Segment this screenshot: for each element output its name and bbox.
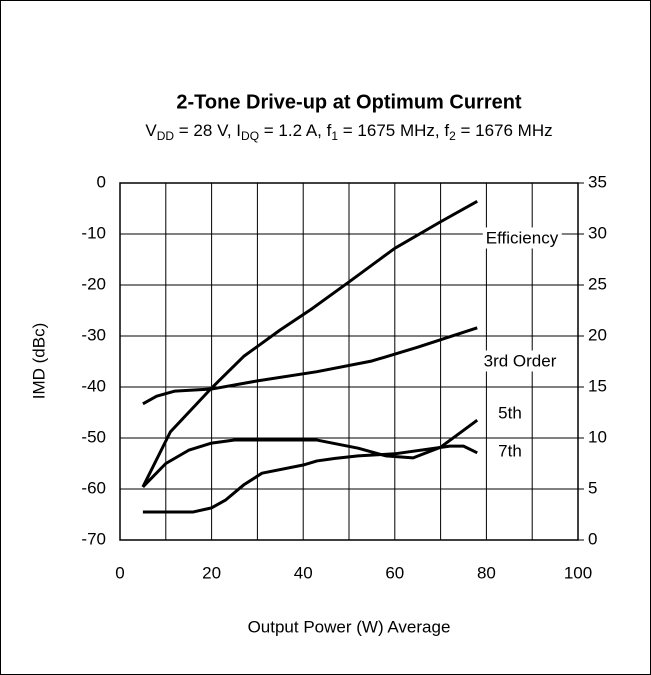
series-label: Efficiency bbox=[486, 228, 559, 247]
y-tick-label: -50 bbox=[81, 427, 106, 446]
subscript: DD bbox=[157, 129, 175, 143]
y-tick-label: 0 bbox=[97, 172, 106, 191]
x-tick-label: 80 bbox=[477, 563, 496, 582]
subtitle-part: = 1675 MHz, f bbox=[338, 121, 449, 140]
x-tick-label: 0 bbox=[115, 563, 124, 582]
x-tick-label: 40 bbox=[294, 563, 313, 582]
y-tick-label: -10 bbox=[81, 223, 106, 242]
subtitle-part: = 28 V, I bbox=[174, 121, 241, 140]
y2-tick-label: 35 bbox=[588, 172, 607, 191]
x-axis-label: Output Power (W) Average bbox=[248, 617, 451, 636]
y2-tick-label: 30 bbox=[588, 223, 607, 242]
line-series bbox=[142, 444, 478, 514]
subscript: 2 bbox=[449, 129, 456, 143]
x-tick-label: 60 bbox=[385, 563, 404, 582]
label-background bbox=[480, 350, 560, 372]
y2-tick-label: 20 bbox=[588, 325, 607, 344]
series-label: 7th bbox=[498, 441, 522, 460]
y-tick-label: -70 bbox=[81, 529, 106, 548]
chart-title: 2-Tone Drive-up at Optimum Current bbox=[176, 91, 522, 113]
label-background bbox=[495, 402, 525, 424]
subtitle-part: = 1.2 A, f bbox=[259, 121, 332, 140]
y2-tick-label: 0 bbox=[588, 529, 597, 548]
y-axis-label: IMD (dBc) bbox=[29, 323, 48, 400]
subtitle-part: V bbox=[145, 121, 157, 140]
subtitle-part: = 1676 MHz bbox=[456, 121, 553, 140]
plot-border bbox=[119, 182, 579, 541]
label-background bbox=[495, 440, 525, 462]
y-tick-label: -60 bbox=[81, 478, 106, 497]
y2-tick-label: 15 bbox=[588, 376, 607, 395]
y2-tick-label: 10 bbox=[588, 427, 607, 446]
x-tick-label: 100 bbox=[564, 563, 592, 582]
y2-tick-label: 5 bbox=[588, 478, 597, 497]
y-tick-label: -40 bbox=[81, 376, 106, 395]
label-background bbox=[482, 227, 562, 249]
subscript: 1 bbox=[331, 129, 338, 143]
series-label: 5th bbox=[498, 403, 522, 422]
y2-tick-label: 25 bbox=[588, 274, 607, 293]
y-tick-label: -30 bbox=[81, 325, 106, 344]
y-tick-label: -20 bbox=[81, 274, 106, 293]
chart-subtitle: VDD = 28 V, IDQ = 1.2 A, f1 = 1675 MHz, … bbox=[145, 121, 552, 143]
line-series bbox=[141, 200, 478, 488]
subscript: DQ bbox=[241, 129, 259, 143]
x-tick-label: 20 bbox=[202, 563, 221, 582]
line-series bbox=[142, 326, 478, 406]
series-label: 3rd Order bbox=[484, 351, 557, 370]
line-series bbox=[141, 418, 479, 489]
